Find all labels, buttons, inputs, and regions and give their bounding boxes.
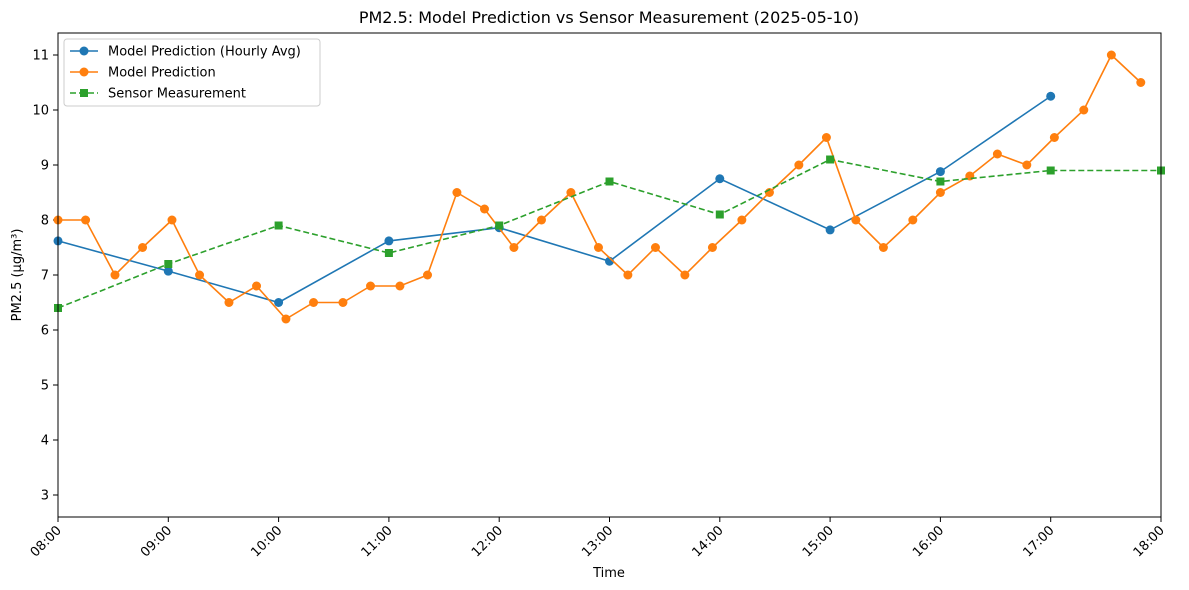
data-point [163, 266, 173, 276]
data-point [707, 243, 717, 252]
y-tick-label: 7 [41, 269, 49, 284]
data-point [138, 243, 148, 252]
data-point [164, 260, 173, 268]
data-point [878, 243, 888, 252]
legend-label: Sensor Measurement [108, 87, 246, 102]
data-point [826, 155, 835, 164]
data-point [992, 149, 1002, 159]
x-tick-label: 16:00 [910, 523, 947, 560]
legend-marker [80, 89, 88, 97]
data-point [650, 243, 660, 252]
y-tick-label: 6 [41, 324, 49, 339]
data-point [1046, 166, 1055, 175]
data-point [281, 314, 291, 324]
y-tick-label: 4 [41, 434, 49, 449]
data-point [395, 281, 405, 291]
y-axis: 3 4 5 6 7 8 9 10 11 [32, 49, 58, 504]
y-tick-label: 8 [41, 214, 49, 229]
data-point [495, 221, 504, 230]
data-point [715, 210, 724, 219]
legend-box [63, 38, 321, 107]
data-point [536, 215, 546, 225]
data-point [936, 177, 945, 186]
legend-label: Model Prediction [108, 66, 216, 81]
data-point [366, 281, 376, 291]
data-point [110, 270, 120, 280]
data-point [605, 177, 614, 186]
x-tick-label: 10:00 [248, 523, 285, 560]
x-tick-label: 15:00 [800, 523, 837, 560]
legend-marker [79, 67, 89, 77]
chart-title: PM2.5: Model Prediction vs Sensor Measur… [359, 8, 859, 27]
series-1 [53, 91, 1056, 307]
x-tick-label: 08:00 [28, 523, 65, 560]
y-tick-label: 9 [41, 159, 49, 174]
data-point [509, 243, 519, 252]
data-point [1046, 91, 1056, 101]
x-tick-label: 13:00 [579, 523, 616, 560]
x-tick-label: 18:00 [1131, 523, 1168, 560]
data-point [1022, 160, 1032, 170]
data-point [309, 298, 319, 307]
data-point [274, 221, 283, 230]
data-point [274, 298, 284, 307]
legend-label: Model Prediction (Hourly Avg) [108, 45, 301, 60]
data-point [680, 270, 690, 280]
data-point [1136, 78, 1146, 87]
data-point [384, 236, 394, 246]
legend: Model Prediction (Hourly Avg) Model Predi… [63, 38, 321, 107]
y-tick-label: 3 [41, 489, 49, 504]
data-point [479, 204, 489, 214]
x-axis: 08:00 09:00 10:00 11:00 12:00 13:00 14:00 15:00… [28, 517, 1168, 560]
legend-marker [79, 46, 89, 56]
data-point [81, 215, 91, 225]
series-layer [53, 50, 1165, 324]
data-point [167, 215, 177, 225]
x-tick-label: 11:00 [359, 523, 396, 560]
data-point [935, 167, 945, 177]
data-point [825, 225, 835, 235]
x-tick-label: 14:00 [690, 523, 727, 560]
data-point [715, 174, 725, 184]
x-axis-label: Time [592, 566, 625, 581]
data-point [338, 298, 348, 307]
data-point [623, 270, 633, 280]
y-tick-label: 5 [41, 379, 49, 394]
data-point [423, 270, 433, 280]
plot-area [58, 33, 1161, 517]
data-point [935, 188, 945, 197]
series-2 [53, 50, 1146, 324]
data-point [794, 160, 804, 170]
y-tick-label: 10 [32, 104, 49, 119]
y-tick-label: 11 [32, 49, 49, 64]
data-point [1049, 133, 1059, 142]
data-point [452, 188, 462, 197]
data-point [908, 215, 918, 225]
data-point [224, 298, 234, 307]
x-tick-label: 12:00 [469, 523, 506, 560]
data-point [851, 215, 861, 225]
series-line [57, 95, 1052, 304]
x-tick-label: 17:00 [1020, 523, 1057, 560]
data-point [593, 243, 603, 252]
x-tick-label: 09:00 [138, 523, 175, 560]
data-point [1079, 105, 1089, 115]
data-point [195, 270, 205, 280]
plot-frame [57, 32, 1162, 518]
data-point [252, 281, 262, 291]
y-axis-label: PM2.5 (µg/m³) [10, 229, 25, 322]
data-point [737, 215, 747, 225]
data-point [384, 249, 393, 257]
data-point [566, 188, 576, 197]
data-point [821, 133, 831, 142]
data-point [1106, 50, 1116, 60]
